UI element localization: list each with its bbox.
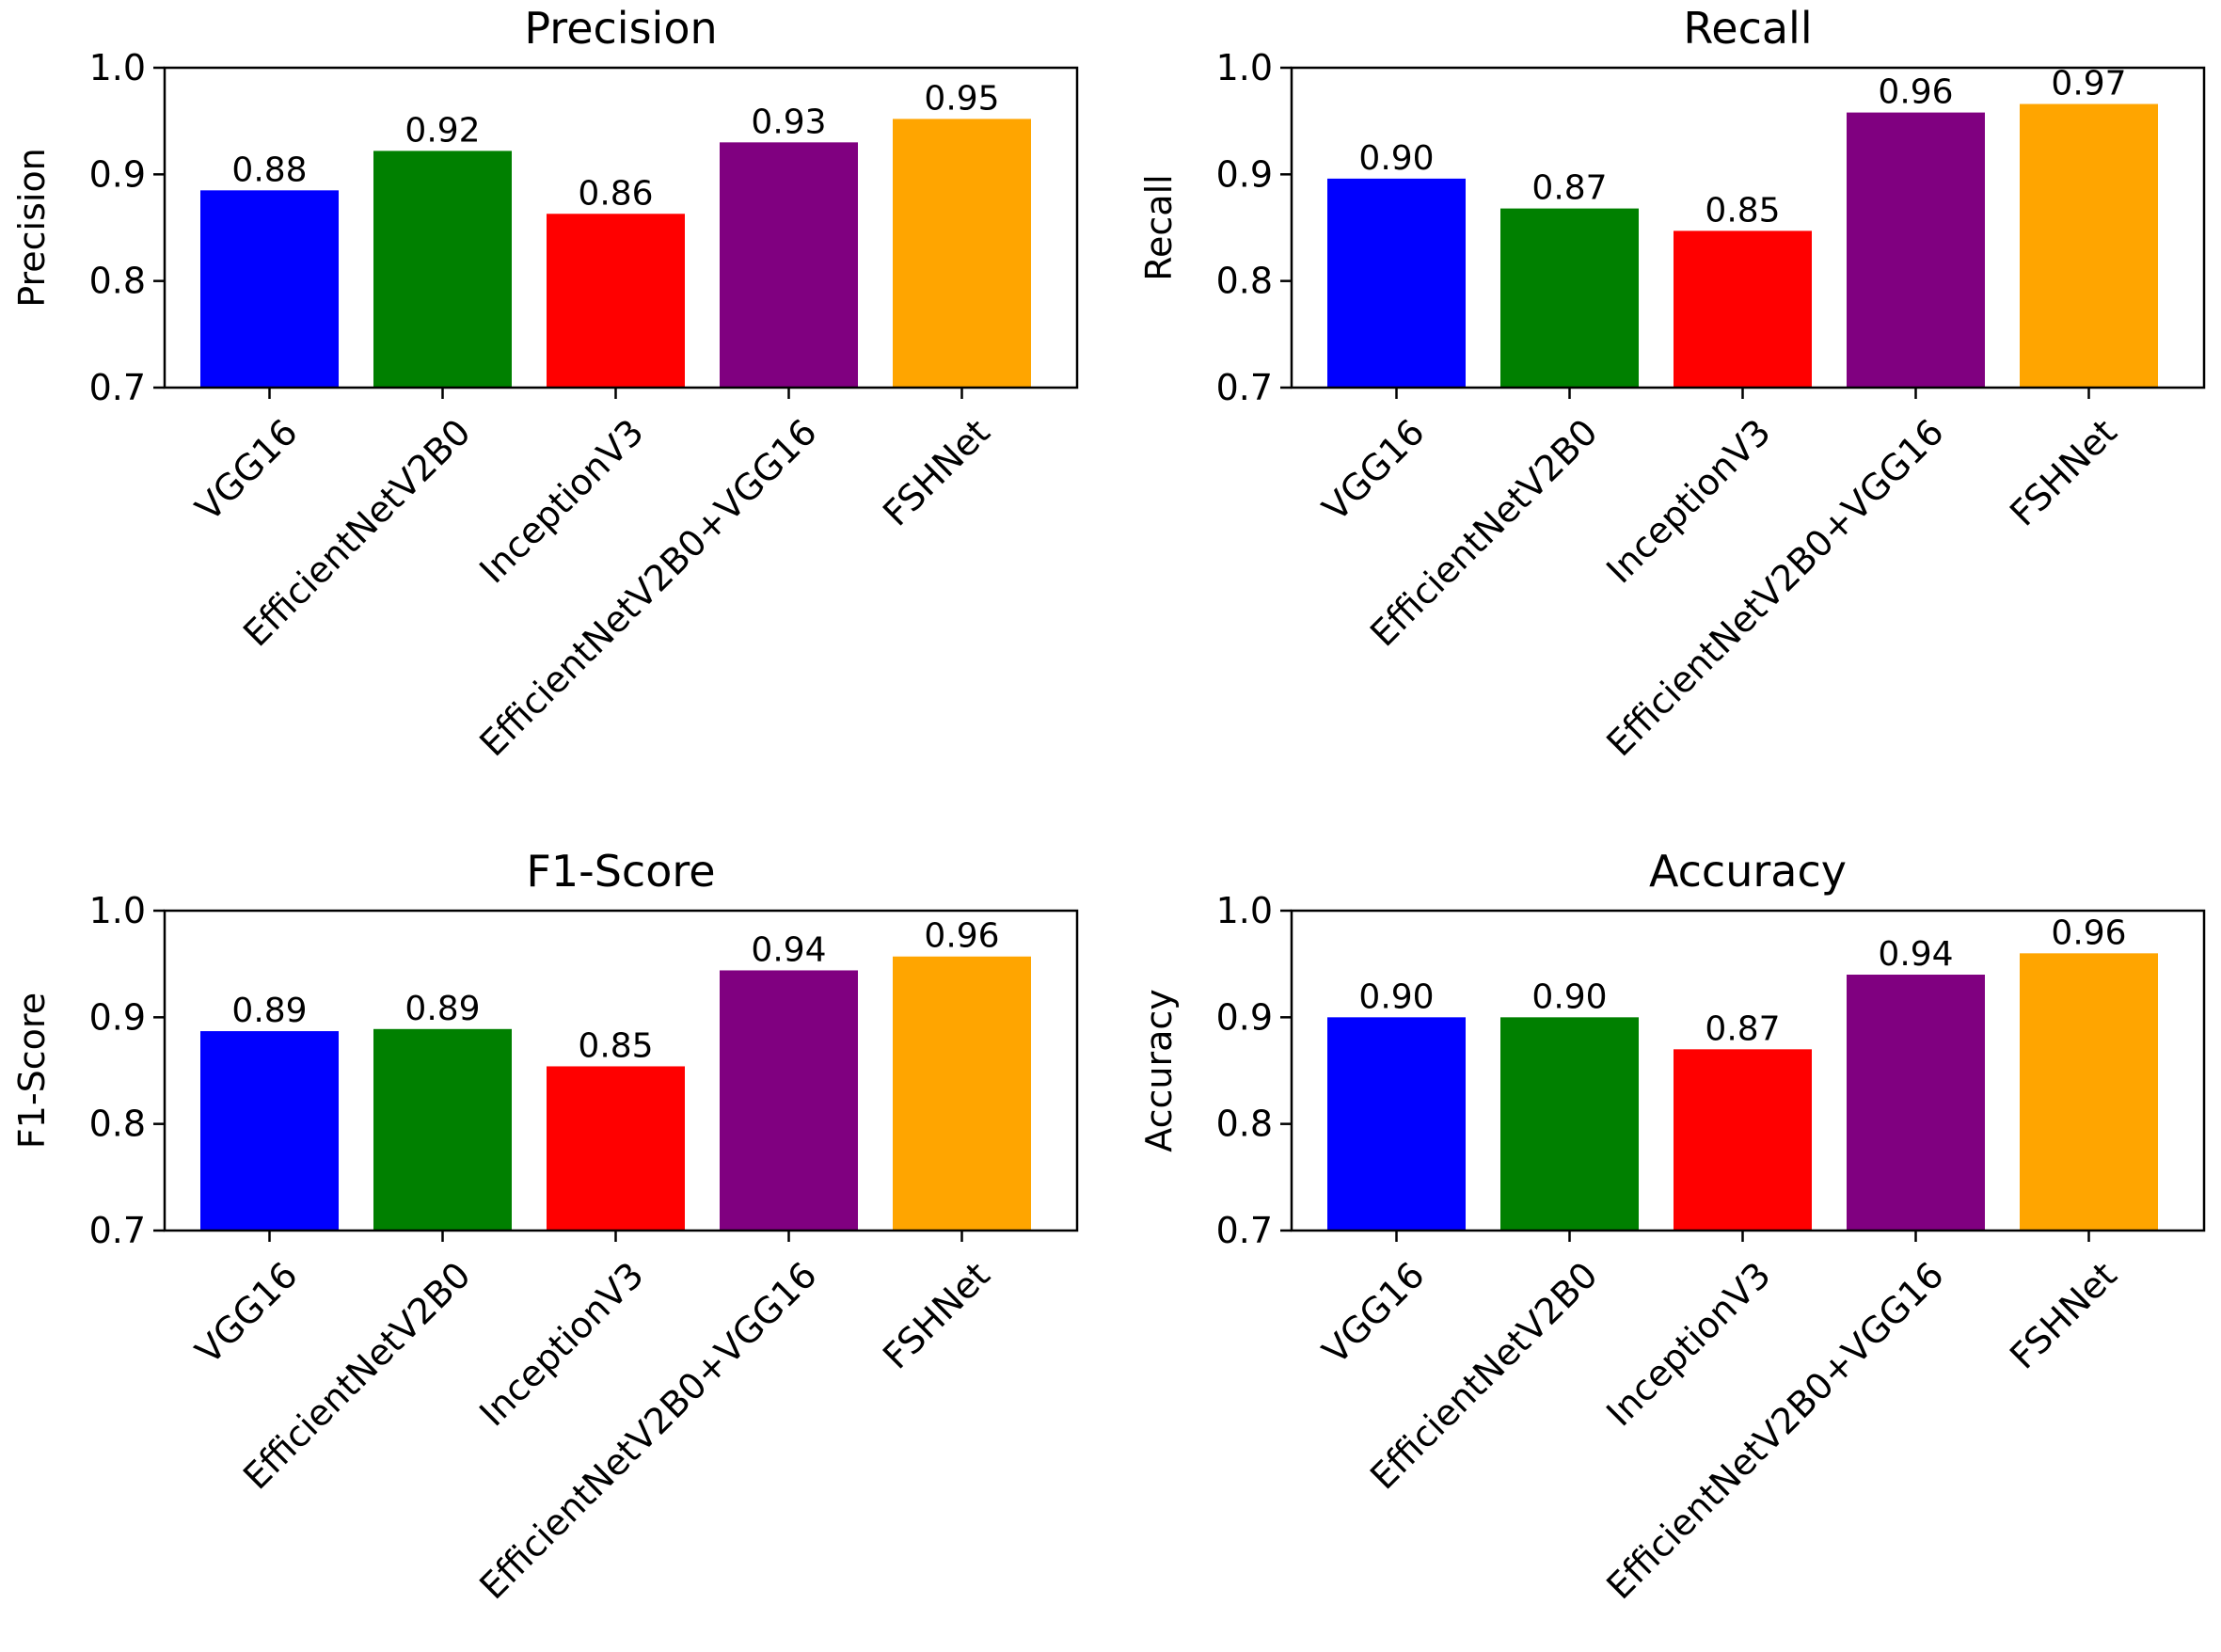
y-tick-label: 0.9 xyxy=(89,996,146,1038)
y-tick-label: 0.8 xyxy=(1216,261,1273,302)
y-tick-group: 0.7 0.8 0.9 1.0 xyxy=(89,47,165,408)
bar-group xyxy=(200,956,1031,1231)
bar-efficientnetv2b0 xyxy=(373,151,512,388)
bar-value-label: 0.90 xyxy=(1358,977,1434,1016)
bar-fshnet xyxy=(893,956,1031,1231)
chart-title: Precision xyxy=(524,3,717,54)
y-axis-label: Recall xyxy=(1138,174,1180,280)
axes-frame xyxy=(1290,66,2206,389)
y-tick-label: 0.9 xyxy=(1216,996,1273,1038)
bar-label-group: 0.89 0.89 0.85 0.94 0.96 xyxy=(231,917,999,1066)
axes-frame xyxy=(163,66,1079,389)
y-tick-label: 0.7 xyxy=(89,1210,146,1251)
y-tick-label: 0.9 xyxy=(89,153,146,195)
y-tick-group: 0.7 0.8 0.9 1.0 xyxy=(1216,890,1292,1251)
y-tick-label: 0.7 xyxy=(1216,1210,1273,1251)
bar-value-label: 0.93 xyxy=(751,103,826,141)
bar-value-label: 0.88 xyxy=(231,151,307,189)
bar-value-label: 0.85 xyxy=(1705,191,1780,230)
bar-value-label: 0.95 xyxy=(924,79,999,118)
y-tick-label: 0.8 xyxy=(89,1104,146,1145)
bar-value-label: 0.90 xyxy=(1531,977,1607,1016)
bar-value-label: 0.89 xyxy=(405,990,480,1028)
bar-vgg16 xyxy=(1327,1017,1466,1231)
bar-value-label: 0.89 xyxy=(231,992,307,1030)
bar-label-group: 0.90 0.90 0.87 0.94 0.96 xyxy=(1358,913,2126,1048)
bar-value-label: 0.85 xyxy=(578,1026,653,1065)
bar-vgg16 xyxy=(200,1031,339,1231)
y-tick-label: 0.8 xyxy=(89,261,146,302)
bar-value-label: 0.97 xyxy=(2051,65,2126,103)
bar-value-label: 0.96 xyxy=(924,917,999,956)
bar-group xyxy=(200,119,1031,389)
bar-vgg16 xyxy=(200,190,339,388)
bar-inceptionv3 xyxy=(1674,1049,1812,1231)
bar-value-label: 0.94 xyxy=(751,930,826,969)
bar-inceptionv3 xyxy=(547,214,685,388)
y-tick-label: 1.0 xyxy=(1216,890,1273,931)
chart-title: Recall xyxy=(1683,3,1812,54)
bar-value-label: 0.94 xyxy=(1878,935,1953,974)
bar-inceptionv3 xyxy=(1674,230,1812,388)
bar-value-label: 0.87 xyxy=(1531,169,1607,208)
y-axis-label: Precision xyxy=(11,148,53,308)
bar-fshnet xyxy=(893,119,1031,389)
y-tick-label: 1.0 xyxy=(1216,47,1273,88)
y-tick-label: 1.0 xyxy=(89,890,146,931)
axes-frame xyxy=(163,909,1079,1232)
y-axis-label: F1-Score xyxy=(11,993,53,1149)
bar-label-group: 0.90 0.87 0.85 0.96 0.97 xyxy=(1358,65,2126,230)
bar-group xyxy=(1327,103,2158,389)
bar-efficientnetv2b0-vgg16 xyxy=(1847,112,1985,388)
bar-value-label: 0.92 xyxy=(405,111,480,150)
chart-title: F1-Score xyxy=(526,846,715,897)
bar-efficientnetv2b0 xyxy=(1500,1017,1639,1231)
bar-group xyxy=(1327,953,2158,1231)
bar-value-label: 0.96 xyxy=(1878,73,1953,112)
bar-efficientnetv2b0 xyxy=(373,1028,512,1231)
y-tick-label: 0.9 xyxy=(1216,153,1273,195)
bar-value-label: 0.90 xyxy=(1358,139,1434,178)
y-tick-label: 0.7 xyxy=(89,367,146,408)
bar-fshnet xyxy=(2020,953,2158,1231)
axes-frame xyxy=(1290,909,2206,1232)
bar-value-label: 0.86 xyxy=(578,174,653,213)
bar-efficientnetv2b0-vgg16 xyxy=(1847,975,1985,1231)
y-tick-group: 0.7 0.8 0.9 1.0 xyxy=(89,890,165,1251)
bar-label-group: 0.88 0.92 0.86 0.93 0.95 xyxy=(231,79,999,213)
bar-inceptionv3 xyxy=(547,1066,685,1231)
bar-vgg16 xyxy=(1327,178,1466,388)
chart-title: Accuracy xyxy=(1649,846,1847,897)
y-axis-label: Accuracy xyxy=(1138,989,1180,1152)
bar-efficientnetv2b0-vgg16 xyxy=(720,142,858,388)
y-tick-label: 1.0 xyxy=(89,47,146,88)
y-tick-label: 0.7 xyxy=(1216,367,1273,408)
bar-value-label: 0.87 xyxy=(1705,1009,1780,1048)
bar-efficientnetv2b0 xyxy=(1500,208,1639,388)
bar-value-label: 0.96 xyxy=(2051,913,2126,952)
bar-fshnet xyxy=(2020,103,2158,389)
y-tick-group: 0.7 0.8 0.9 1.0 xyxy=(1216,47,1292,408)
y-tick-label: 0.8 xyxy=(1216,1104,1273,1145)
bar-efficientnetv2b0-vgg16 xyxy=(720,970,858,1231)
